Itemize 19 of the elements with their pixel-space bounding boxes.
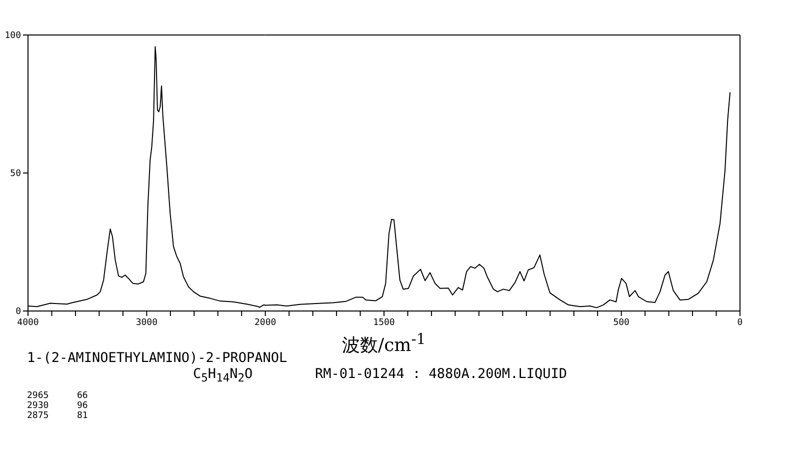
- text: 2965: [27, 391, 49, 401]
- x-tick-label: 4000: [17, 318, 39, 328]
- y-tick-label: 100: [4, 31, 21, 41]
- text: 2930: [27, 401, 49, 411]
- text: 96: [77, 401, 88, 411]
- x-tick-label: 2000: [254, 318, 276, 328]
- x-tick-label: 0: [737, 318, 743, 328]
- text: RM-01-01244 : 4880A.200M.LIQUID: [315, 366, 567, 382]
- text: 2875: [27, 411, 49, 421]
- x-axis-title: 波数/cm$^{-1}$: [342, 330, 426, 357]
- x-tick-label: 500: [613, 318, 630, 328]
- text: 66: [77, 391, 88, 401]
- x-tick-label: 3000: [136, 318, 158, 328]
- y-tick-label: 0: [16, 307, 21, 317]
- y-tick-label: 50: [10, 169, 21, 179]
- text: 1-(2-AMINOETHYLAMINO)-2-PROPANOL: [27, 350, 288, 366]
- text: C$_{5}$H$_{14}$N$_{2}$O: [193, 366, 253, 385]
- text: 81: [77, 411, 88, 421]
- x-tick-label: 1500: [373, 318, 395, 328]
